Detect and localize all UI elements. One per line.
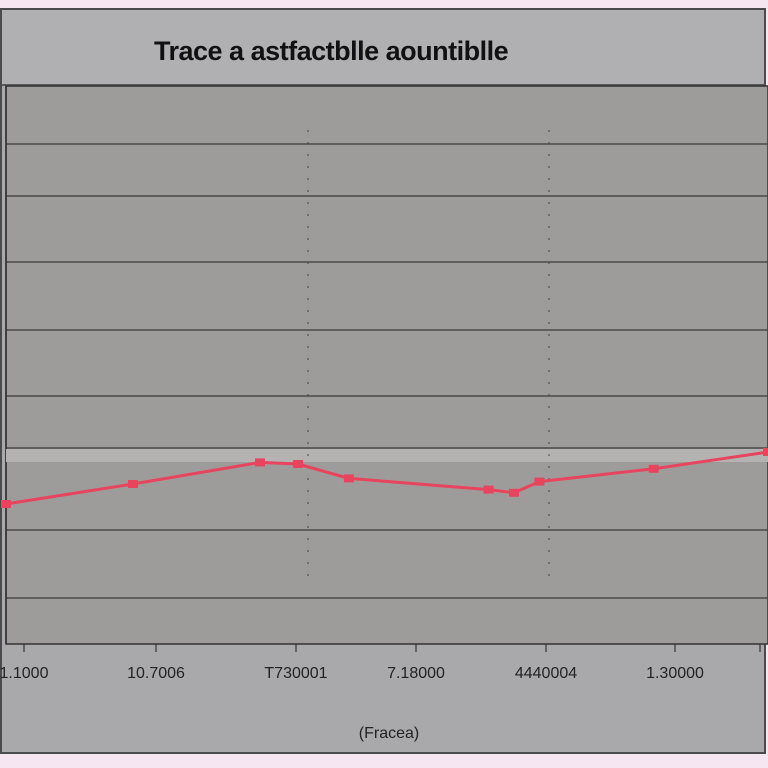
x-tick-label: 7.18000 xyxy=(387,665,445,682)
data-point xyxy=(255,458,265,467)
title-bar: Trace a astfactblle aountiblle xyxy=(2,10,764,86)
x-tick-labels: 1.1000 10.7006 T730001 7.18000 4440004 1.3000… xyxy=(0,644,761,682)
x-tick-label: T730001 xyxy=(264,665,327,682)
data-point xyxy=(509,488,519,497)
data-point xyxy=(128,480,138,488)
x-axis-label: (Fracea) xyxy=(359,725,419,742)
data-point xyxy=(343,474,354,483)
chart-title: Trace a astfactblle aountiblle xyxy=(154,36,509,66)
plot-background xyxy=(5,85,768,645)
data-point xyxy=(483,485,494,494)
x-tick-label: 1.1000 xyxy=(0,665,49,682)
highlight-band xyxy=(6,449,768,462)
series-group xyxy=(1,448,768,508)
x-tick-label: 4440004 xyxy=(515,665,577,682)
data-point xyxy=(648,464,659,473)
data-point xyxy=(763,448,768,456)
data-point xyxy=(534,477,545,486)
plot-area xyxy=(5,85,768,645)
data-point xyxy=(293,460,304,468)
data-point xyxy=(1,500,11,508)
grid-lines xyxy=(6,130,768,599)
x-tick-label: 1.30000 xyxy=(646,665,704,682)
x-tick-label: 10.7006 xyxy=(127,665,185,682)
series-line xyxy=(5,450,768,506)
